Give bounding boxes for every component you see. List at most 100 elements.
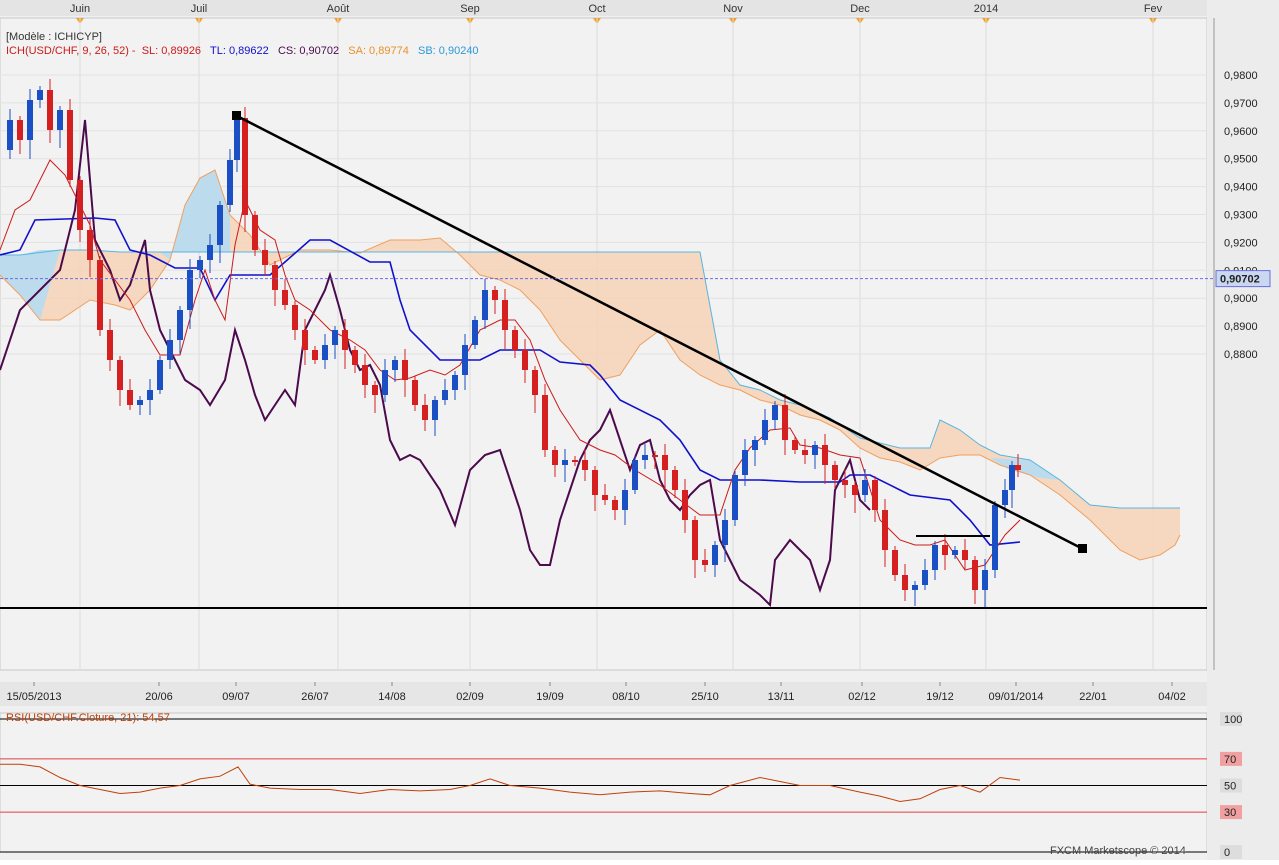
candle-body bbox=[552, 450, 558, 465]
month-label: Sep bbox=[460, 3, 480, 15]
candle-body bbox=[292, 305, 298, 330]
candle-body bbox=[912, 585, 918, 590]
model-label: [Modèle : ICHICYP] bbox=[6, 31, 102, 43]
candle-body bbox=[722, 520, 728, 545]
candles bbox=[7, 79, 1021, 609]
candle-body bbox=[37, 90, 43, 100]
price-tick-label: 0,9700 bbox=[1224, 98, 1258, 110]
date-label: 09/01/2014 bbox=[988, 691, 1043, 703]
date-label: 13/11 bbox=[768, 691, 795, 703]
month-strip bbox=[0, 0, 1207, 16]
date-label: 08/10 bbox=[612, 691, 640, 703]
candle-body bbox=[692, 520, 698, 560]
trendline-handle bbox=[232, 111, 241, 120]
month-label: Août bbox=[327, 3, 350, 15]
candle-body bbox=[167, 340, 173, 360]
candle-body bbox=[662, 455, 668, 470]
candle-body bbox=[622, 490, 628, 510]
price-tick-label: 0,9800 bbox=[1224, 70, 1258, 82]
candle-body bbox=[992, 505, 998, 570]
rsi-level-tag bbox=[1220, 778, 1242, 793]
ichimoku-cloud-bull bbox=[160, 170, 230, 260]
rsi-tick-label: 30 bbox=[1224, 807, 1236, 819]
candle-body bbox=[852, 485, 858, 495]
senkou-span-b bbox=[0, 249, 1180, 509]
candle-body bbox=[562, 460, 568, 465]
candle-body bbox=[962, 550, 968, 560]
price-tick-label: 0,9000 bbox=[1224, 293, 1258, 305]
candle-body bbox=[822, 445, 828, 465]
candle-body bbox=[282, 290, 288, 305]
candle-body bbox=[812, 445, 818, 455]
date-label: 02/09 bbox=[456, 691, 484, 703]
price-tick-label: 0,9400 bbox=[1224, 182, 1258, 194]
candle-body bbox=[207, 245, 213, 260]
candle-body bbox=[57, 110, 63, 130]
candle-body bbox=[432, 400, 438, 420]
candle-body bbox=[117, 360, 123, 390]
ichimoku-cloud-bull bbox=[990, 458, 1060, 480]
candle-body bbox=[1015, 465, 1021, 470]
candle-body bbox=[532, 370, 538, 395]
candle-body bbox=[582, 460, 588, 470]
candle-body bbox=[147, 390, 153, 400]
rsi-level-tag bbox=[1220, 845, 1242, 859]
candle-body bbox=[882, 510, 888, 550]
month-label: Juil bbox=[191, 3, 208, 15]
candle-body bbox=[522, 350, 528, 370]
candle-body bbox=[302, 330, 308, 350]
candle-body bbox=[762, 420, 768, 440]
candle-body bbox=[592, 470, 598, 495]
candle-body bbox=[242, 118, 248, 215]
month-label: Fev bbox=[1144, 3, 1163, 15]
candle-body bbox=[197, 260, 203, 270]
candle-body bbox=[312, 350, 318, 360]
rsi-tick-label: 50 bbox=[1224, 781, 1236, 793]
month-label: 2014 bbox=[974, 3, 998, 15]
date-label: 19/09 bbox=[536, 691, 564, 703]
candle-body bbox=[332, 330, 338, 345]
candle-body bbox=[17, 120, 23, 140]
candle-body bbox=[107, 330, 113, 360]
month-label: Juin bbox=[70, 3, 90, 15]
candle-body bbox=[602, 495, 608, 500]
candle-body bbox=[442, 390, 448, 400]
date-label: 15/05/2013 bbox=[6, 691, 61, 703]
candle-body bbox=[452, 375, 458, 390]
candle-body bbox=[422, 405, 428, 420]
rsi-level-tag bbox=[1220, 805, 1242, 820]
rsi-tick-label: 100 bbox=[1224, 714, 1242, 726]
month-label: Nov bbox=[723, 3, 743, 15]
candle-body bbox=[702, 560, 708, 565]
price-tick-label: 0,9500 bbox=[1224, 154, 1258, 166]
senkou-span-a bbox=[0, 169, 1181, 561]
footer-credit: FXCM Marketscope © 2014 bbox=[1050, 845, 1186, 857]
candle-body bbox=[932, 545, 938, 570]
date-strip bbox=[0, 682, 1207, 706]
candle-body bbox=[137, 400, 143, 405]
candle-body bbox=[652, 455, 658, 457]
candle-body bbox=[972, 560, 978, 590]
candle-body bbox=[642, 455, 648, 460]
candle-body bbox=[47, 90, 53, 130]
price-tick-label: 0,9200 bbox=[1224, 237, 1258, 249]
candle-body bbox=[682, 490, 688, 520]
price-tick-label: 0,8800 bbox=[1224, 349, 1258, 361]
ichimoku-legend: ICH(USD/CHF, 9, 26, 52) - SL: 0,89926 TL… bbox=[6, 44, 479, 58]
candle-body bbox=[27, 100, 33, 140]
rsi-header: RSI(USD/CHF.Cloture, 21): 54,57 bbox=[6, 712, 170, 724]
date-label: 26/07 bbox=[301, 691, 329, 703]
candle-body bbox=[832, 465, 838, 480]
date-label: 02/12 bbox=[848, 691, 876, 703]
candle-body bbox=[362, 365, 368, 385]
candle-body bbox=[127, 390, 133, 405]
candle-body bbox=[572, 460, 578, 462]
candle-body bbox=[372, 385, 378, 395]
candle-body bbox=[922, 570, 928, 585]
candle-body bbox=[462, 345, 468, 375]
candle-body bbox=[187, 270, 193, 310]
candle-body bbox=[742, 450, 748, 475]
candle-body bbox=[632, 460, 638, 490]
candle-body bbox=[862, 480, 868, 495]
